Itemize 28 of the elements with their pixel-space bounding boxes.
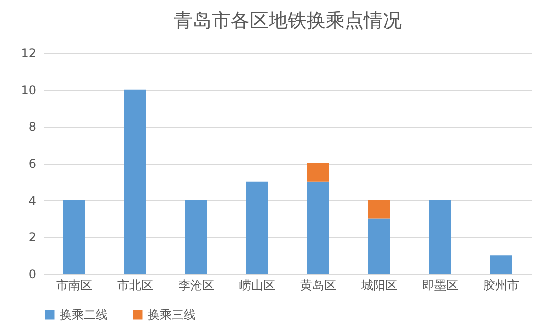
bar bbox=[430, 200, 452, 274]
y-tick-label: 8 bbox=[28, 120, 36, 134]
x-tick-label: 黄岛区 bbox=[300, 278, 336, 292]
bar bbox=[246, 182, 268, 274]
bar bbox=[308, 164, 330, 182]
x-tick-label: 市北区 bbox=[118, 278, 154, 292]
bar bbox=[490, 256, 512, 274]
x-tick-label: 城阳区 bbox=[360, 278, 398, 292]
y-tick-label: 6 bbox=[28, 157, 36, 171]
bar bbox=[368, 200, 390, 219]
x-tick-label: 崂山区 bbox=[240, 278, 276, 292]
y-tick-label: 10 bbox=[21, 83, 36, 98]
bar bbox=[186, 200, 208, 274]
legend-label: 换乘三线 bbox=[148, 308, 196, 322]
x-tick-label: 市南区 bbox=[56, 278, 92, 292]
y-tick-label: 4 bbox=[28, 194, 36, 208]
x-tick-label: 李沧区 bbox=[178, 278, 214, 292]
y-tick-label: 2 bbox=[28, 230, 36, 245]
bar bbox=[64, 200, 86, 274]
x-tick-label: 胶州市 bbox=[484, 278, 520, 292]
bar bbox=[308, 182, 330, 274]
bar bbox=[124, 90, 146, 274]
y-tick-label: 0 bbox=[28, 268, 36, 282]
y-tick-label: 12 bbox=[21, 46, 36, 60]
chart-title: 青岛市各区地铁换乘点情况 bbox=[174, 10, 402, 32]
bar bbox=[368, 218, 390, 274]
x-tick-label: 即墨区 bbox=[422, 278, 458, 292]
legend-label: 换乘二线 bbox=[60, 308, 108, 322]
